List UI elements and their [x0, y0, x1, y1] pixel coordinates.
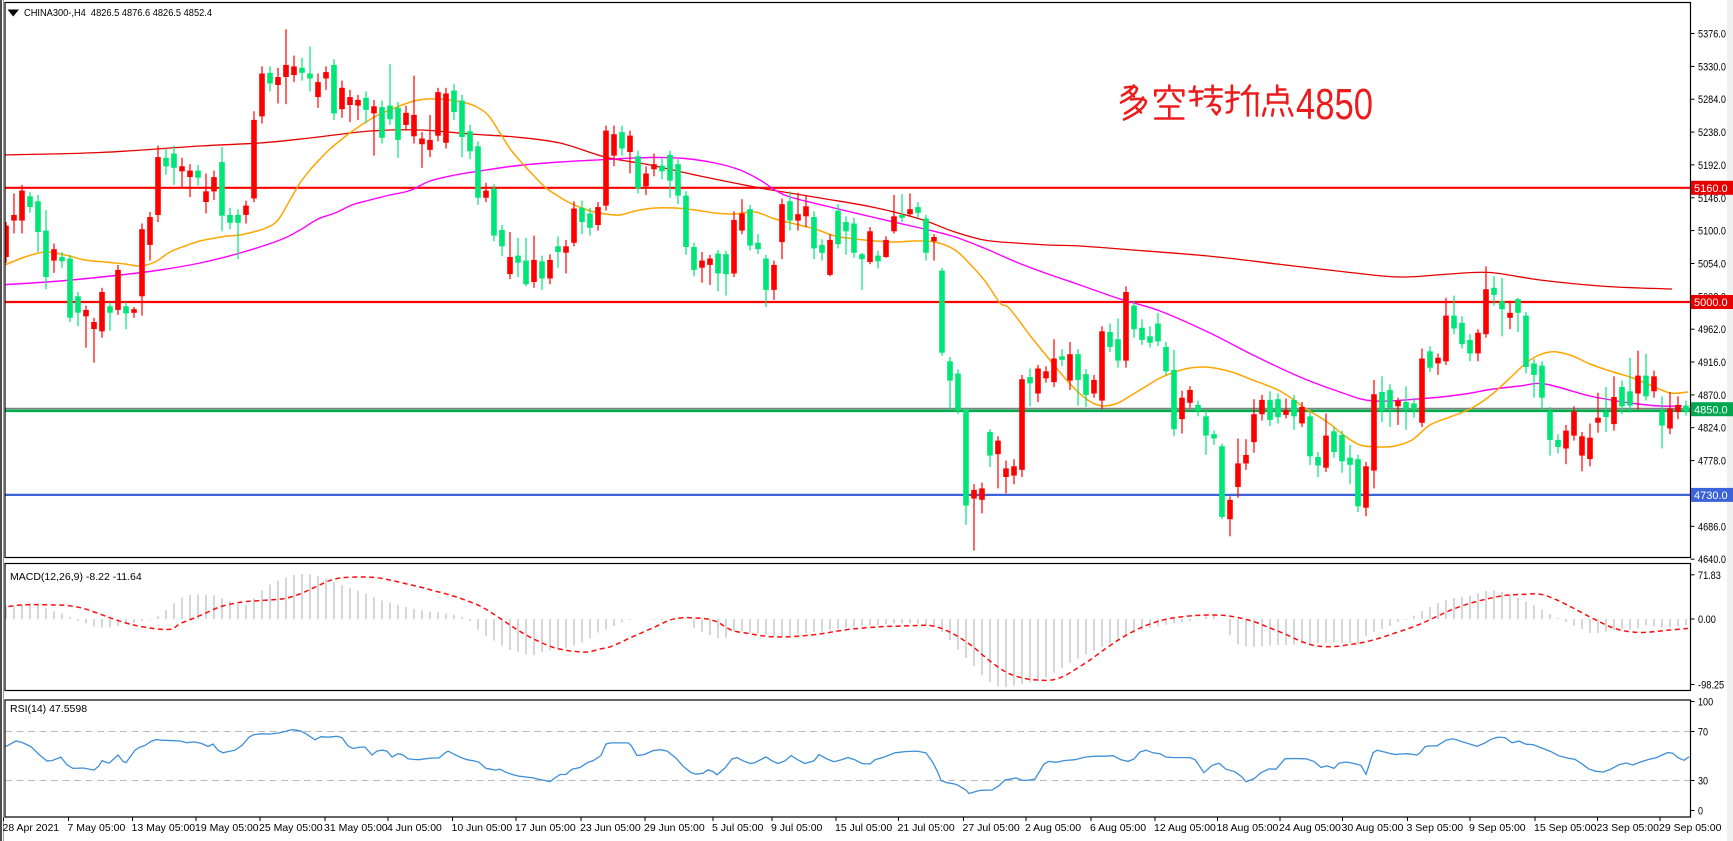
svg-text:18 Aug 05:00: 18 Aug 05:00 — [1217, 822, 1279, 834]
svg-text:2 Aug 05:00: 2 Aug 05:00 — [1025, 822, 1081, 834]
svg-text:MACD(12,26,9) -8.22 -11.64: MACD(12,26,9) -8.22 -11.64 — [10, 571, 142, 583]
svg-text:13 May 05:00: 13 May 05:00 — [132, 822, 196, 834]
svg-text:4730.0: 4730.0 — [1694, 490, 1728, 502]
svg-text:23 Sep 05:00: 23 Sep 05:00 — [1597, 822, 1660, 834]
svg-text:27 Jul 05:00: 27 Jul 05:00 — [963, 822, 1020, 834]
svg-text:24 Aug 05:00: 24 Aug 05:00 — [1279, 822, 1341, 834]
svg-text:4686.0: 4686.0 — [1698, 521, 1726, 533]
svg-text:5160.0: 5160.0 — [1694, 183, 1728, 195]
svg-text:6 Aug 05:00: 6 Aug 05:00 — [1090, 822, 1146, 834]
svg-text:15 Jul 05:00: 15 Jul 05:00 — [835, 822, 892, 834]
svg-text:23 Jun 05:00: 23 Jun 05:00 — [580, 822, 641, 834]
svg-text:9 Sep 05:00: 9 Sep 05:00 — [1469, 822, 1526, 834]
svg-text:17 Jun 05:00: 17 Jun 05:00 — [515, 822, 576, 834]
svg-text:71.83: 71.83 — [1698, 570, 1721, 582]
svg-text:4824.0: 4824.0 — [1698, 423, 1726, 435]
svg-text:4850: 4850 — [1296, 80, 1373, 129]
svg-text:7 May 05:00: 7 May 05:00 — [68, 822, 126, 834]
svg-text:29 Sep 05:00: 29 Sep 05:00 — [1659, 822, 1722, 834]
svg-text:10 Jun 05:00: 10 Jun 05:00 — [452, 822, 513, 834]
svg-text:100: 100 — [1698, 697, 1713, 709]
svg-text:3 Sep 05:00: 3 Sep 05:00 — [1407, 822, 1464, 834]
svg-text:31 May 05:00: 31 May 05:00 — [324, 822, 388, 834]
svg-text:25 May 05:00: 25 May 05:00 — [259, 822, 323, 834]
svg-text:9 Jul 05:00: 9 Jul 05:00 — [771, 822, 823, 834]
svg-text:5146.0: 5146.0 — [1698, 193, 1726, 205]
svg-text:30 Aug 05:00: 30 Aug 05:00 — [1342, 822, 1404, 834]
svg-text:15 Sep 05:00: 15 Sep 05:00 — [1534, 822, 1597, 834]
svg-text:4778.0: 4778.0 — [1698, 456, 1726, 468]
svg-text:29 Jun 05:00: 29 Jun 05:00 — [644, 822, 705, 834]
svg-text:4640.0: 4640.0 — [1698, 554, 1726, 566]
svg-text:0.00: 0.00 — [1698, 614, 1716, 626]
svg-text:28 Apr 2021: 28 Apr 2021 — [3, 822, 60, 834]
svg-text:30: 30 — [1698, 776, 1708, 788]
svg-text:5000.0: 5000.0 — [1694, 297, 1728, 309]
svg-text:4916.0: 4916.0 — [1698, 357, 1726, 369]
svg-text:5284.0: 5284.0 — [1698, 94, 1726, 106]
svg-text:70: 70 — [1698, 727, 1708, 739]
svg-text:0: 0 — [1698, 806, 1703, 818]
svg-text:CHINA300-,H4 4826.5 4876.6 48: CHINA300-,H4 4826.5 4876.6 4826.5 4852.4 — [24, 7, 212, 19]
svg-text:5330.0: 5330.0 — [1698, 61, 1726, 73]
svg-text:5100.0: 5100.0 — [1698, 226, 1726, 238]
svg-text:12 Aug 05:00: 12 Aug 05:00 — [1154, 822, 1216, 834]
svg-text:5 Jul 05:00: 5 Jul 05:00 — [712, 822, 764, 834]
svg-text:-98.25: -98.25 — [1698, 680, 1724, 692]
svg-text:4850.0: 4850.0 — [1694, 404, 1728, 416]
svg-text:4962.0: 4962.0 — [1698, 324, 1726, 336]
svg-text:19 May 05:00: 19 May 05:00 — [195, 822, 259, 834]
svg-text:4870.0: 4870.0 — [1698, 390, 1726, 402]
svg-text:RSI(14) 47.5598: RSI(14) 47.5598 — [10, 703, 87, 715]
svg-text:5192.0: 5192.0 — [1698, 160, 1726, 172]
svg-text:5238.0: 5238.0 — [1698, 127, 1726, 139]
svg-text:5376.0: 5376.0 — [1698, 29, 1726, 41]
svg-text:21 Jul 05:00: 21 Jul 05:00 — [898, 822, 955, 834]
svg-text:5054.0: 5054.0 — [1698, 259, 1726, 271]
svg-text:4 Jun 05:00: 4 Jun 05:00 — [387, 822, 442, 834]
